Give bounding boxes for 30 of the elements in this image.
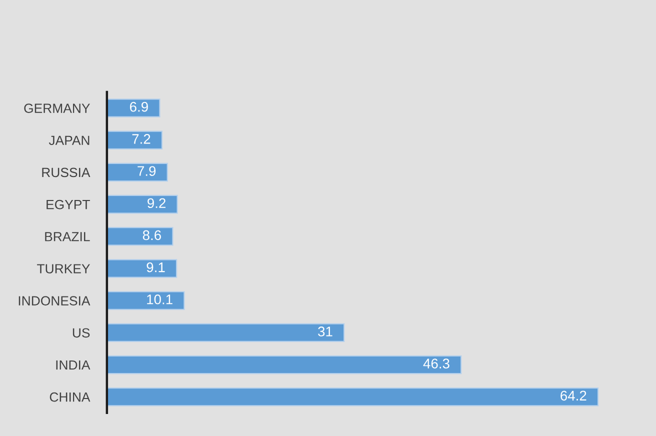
bar (106, 227, 174, 246)
y-tick-label: BRAZIL (45, 232, 90, 242)
data-label: 64.2 (560, 390, 586, 401)
bar (106, 130, 163, 150)
bar (106, 162, 168, 182)
data-label: 31 (318, 326, 332, 336)
bar (106, 194, 178, 214)
y-tick-label: CHINA (50, 392, 90, 402)
bar (106, 387, 599, 406)
data-label: 7.9 (138, 166, 156, 176)
y-tick-label: INDONESIA (18, 296, 90, 306)
data-label: 7.2 (132, 134, 150, 144)
bar (106, 98, 160, 118)
data-label: 6.9 (130, 102, 148, 112)
y-tick-label: US (72, 328, 90, 338)
y-tick-label: INDIA (56, 360, 90, 370)
bar (106, 355, 462, 374)
data-label: 9.1 (146, 262, 165, 272)
bar (106, 259, 178, 278)
data-label: 10.1 (147, 294, 172, 304)
y-tick-label: JAPAN (48, 136, 90, 146)
data-label: 8.6 (142, 230, 161, 240)
y-tick-label: GERMANY (24, 104, 90, 113)
bar (106, 323, 345, 342)
y-tick-label: TURKEY (37, 264, 90, 274)
y-tick-label: RUSSIA (42, 168, 90, 178)
data-label: 46.3 (423, 358, 450, 368)
bar (106, 291, 185, 310)
y-tick-label: EGYPT (46, 200, 90, 210)
data-label: 9.2 (148, 198, 166, 208)
